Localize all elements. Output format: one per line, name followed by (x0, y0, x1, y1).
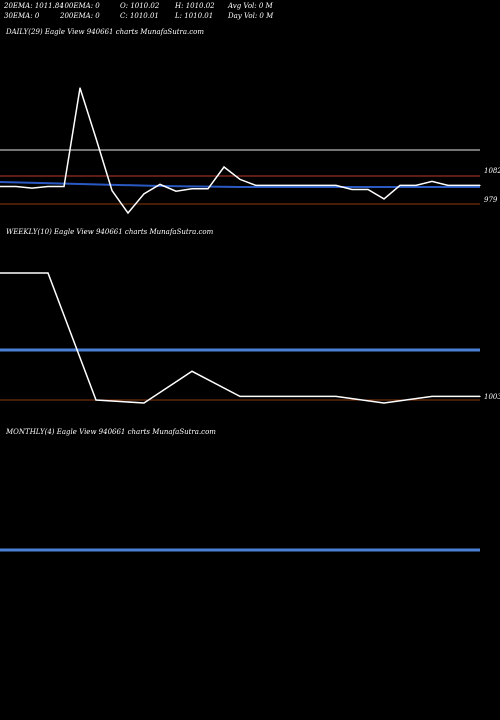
daily-price-point (0, 185, 1, 188)
daily-label-upper: 1082 (484, 167, 500, 175)
daily-price-point (479, 184, 481, 187)
weekly-price-line (0, 272, 480, 404)
header-close: C: 1010.01 (120, 12, 159, 20)
daily-price-point (63, 185, 65, 188)
daily-label-lower: 979 (484, 196, 498, 204)
daily-panel-title: DAILY(29) Eagle View 940661 charts Munaf… (6, 28, 205, 36)
monthly-chart (0, 548, 480, 552)
weekly-price-point (47, 272, 49, 274)
daily-price-point (367, 188, 369, 191)
daily-price-point (319, 184, 321, 187)
weekly-label: 1003 (484, 393, 500, 401)
weekly-price-point (191, 370, 193, 372)
header-ema200: 200EMA: 0 (60, 12, 100, 20)
daily-price-point (255, 184, 257, 187)
daily-price-point (79, 87, 81, 89)
weekly-price-point (431, 395, 433, 398)
header-low: L: 1010.01 (175, 12, 214, 20)
header-ema20: 20EMA: 1011.84 (4, 2, 64, 10)
daily-chart (0, 87, 481, 215)
daily-price-point (383, 198, 385, 200)
weekly-price-point (239, 395, 241, 398)
daily-price-point (431, 180, 433, 183)
daily-price-point (143, 193, 145, 195)
weekly-price-point (287, 395, 289, 398)
daily-price-point (175, 190, 177, 192)
daily-price-point (335, 184, 337, 187)
daily-price-point (95, 137, 97, 140)
daily-price-point (223, 166, 225, 168)
weekly-price-point (335, 395, 337, 398)
daily-price-point (111, 189, 113, 192)
weekly-price-point (143, 402, 145, 404)
weekly-chart (0, 272, 481, 404)
daily-price-point (287, 184, 289, 187)
header-avgvol: Avg Vol: 0 M (228, 2, 273, 10)
header-high: H: 1010.02 (175, 2, 215, 10)
weekly-price-point (0, 272, 1, 274)
monthly-panel-title: MONTHLY(4) Eagle View 940661 charts Muna… (6, 428, 216, 436)
weekly-price-point (479, 395, 481, 398)
daily-price-point (271, 184, 273, 187)
daily-price-point (191, 188, 193, 190)
header-ema30: 30EMA: 0 (4, 12, 40, 20)
daily-price-point (15, 185, 17, 188)
header-dayvol: Day Vol: 0 M (228, 12, 274, 20)
daily-price-point (447, 184, 449, 187)
daily-ema-line (0, 181, 480, 188)
daily-price-point (303, 184, 305, 187)
daily-price-point (239, 178, 241, 180)
daily-price-point (47, 185, 49, 188)
header-open: O: 1010.02 (120, 2, 160, 10)
daily-price-point (127, 212, 129, 214)
daily-price-point (159, 183, 161, 186)
weekly-panel-title: WEEKLY(10) Eagle View 940661 charts Muna… (6, 228, 214, 236)
weekly-price-point (95, 399, 97, 401)
header-ema100: 100EMA: 0 (60, 2, 100, 10)
daily-price-point (351, 188, 353, 191)
daily-price-point (207, 188, 209, 190)
daily-price-point (31, 187, 33, 189)
weekly-price-point (383, 402, 385, 404)
daily-price-point (463, 184, 465, 187)
daily-price-point (399, 184, 401, 187)
daily-price-point (415, 184, 417, 187)
